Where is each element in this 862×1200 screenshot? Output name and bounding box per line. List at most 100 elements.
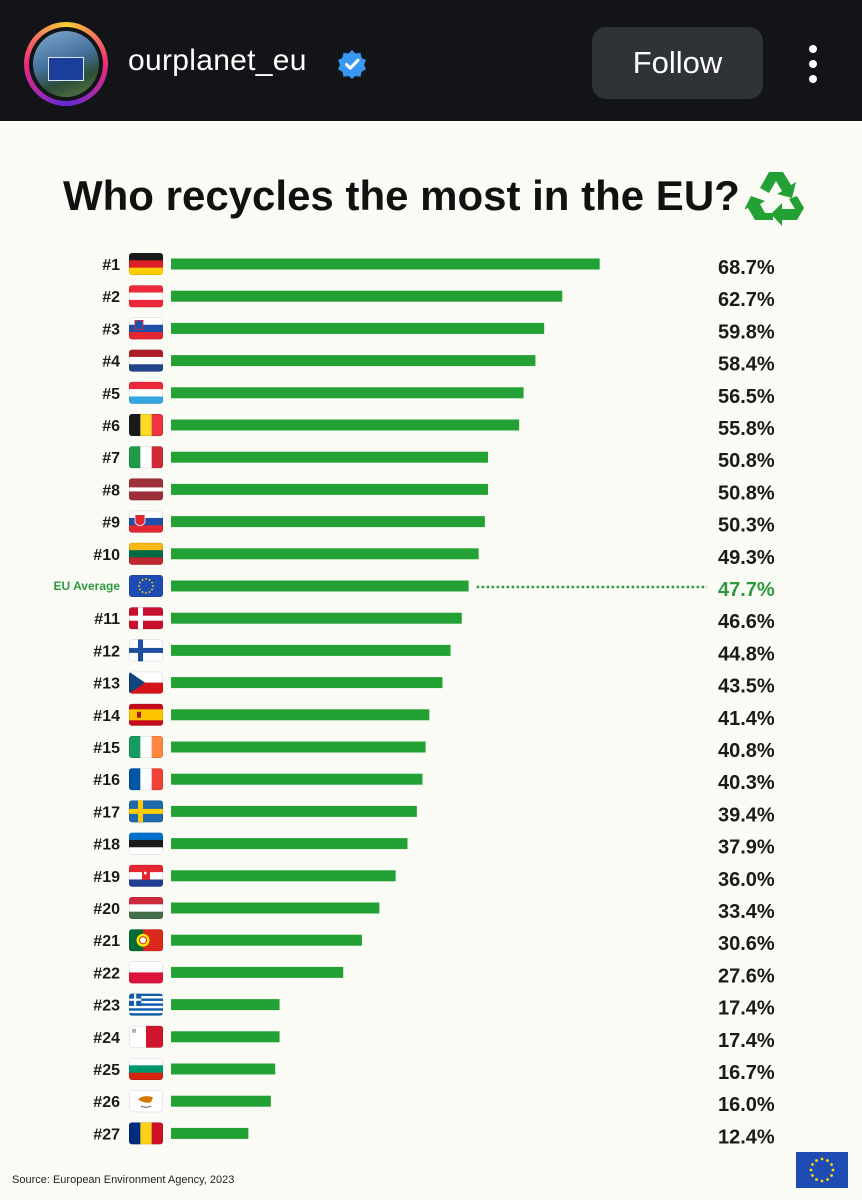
avatar-border	[29, 27, 103, 101]
rank-label: #3	[102, 321, 120, 338]
bar	[171, 355, 536, 367]
eu-logo-star	[809, 1168, 813, 1172]
flag-lt-icon	[129, 542, 164, 565]
source-note: Source: European Environment Agency, 202…	[12, 1174, 235, 1186]
rank-label: #19	[93, 869, 120, 886]
eu-logo-star	[815, 1178, 818, 1181]
rank-label: #6	[102, 418, 120, 435]
value-label: 59.8%	[718, 321, 775, 343]
recycle-icon	[745, 172, 804, 226]
avatar[interactable]	[24, 22, 108, 106]
value-label: 12.4%	[718, 1126, 775, 1148]
eu-logo-star	[826, 1159, 829, 1162]
chart-row-rank-1: #1 68.7%	[102, 253, 775, 279]
chart-row-rank-9: #9 50.3%	[102, 510, 775, 537]
bar	[171, 387, 524, 399]
chart-row-rank-2: #2 62.7%	[102, 285, 775, 311]
value-label: 68.7%	[718, 257, 775, 279]
chart-row-rank-12: #12 44.8%	[93, 639, 775, 665]
verified-badge-icon	[338, 50, 366, 79]
chart-row-rank-27: #27 12.4%	[93, 1122, 775, 1148]
rank-label: EU Average	[54, 579, 121, 593]
username[interactable]: ourplanet_eu	[128, 44, 307, 77]
follow-button[interactable]: Follow	[592, 27, 763, 99]
value-label: 27.6%	[718, 965, 775, 987]
value-label: 33.4%	[718, 901, 775, 923]
rank-label: #22	[93, 965, 120, 982]
chart-row-eu-average: EU Average 47.7%	[54, 574, 775, 601]
bar	[171, 612, 462, 624]
bar	[171, 677, 443, 689]
bar	[171, 1127, 249, 1139]
flag-fi-icon	[129, 639, 164, 662]
chart-row-rank-25: #25 16.7%	[93, 1058, 775, 1084]
value-label: 55.8%	[718, 418, 775, 440]
flag-lv-icon	[129, 478, 164, 501]
eu-logo-star	[811, 1163, 814, 1166]
flag-hu-icon	[129, 896, 164, 919]
value-label: 36.0%	[718, 869, 775, 891]
flag-ie-icon	[129, 735, 164, 758]
flag-sk-icon	[129, 510, 164, 533]
value-label: 40.3%	[718, 772, 775, 794]
value-label: 56.5%	[718, 386, 775, 408]
rank-label: #20	[93, 901, 120, 918]
eu-logo-star	[815, 1159, 818, 1162]
bar	[171, 322, 545, 334]
flag-bg-icon	[129, 1058, 164, 1081]
flag-se-icon	[129, 800, 164, 823]
chart-row-rank-16: #16 40.3%	[93, 768, 775, 794]
rank-label: #17	[93, 804, 120, 821]
value-label: 37.9%	[718, 837, 775, 859]
bar	[171, 999, 280, 1011]
bar	[171, 258, 600, 270]
more-options-icon[interactable]	[800, 40, 826, 88]
bar	[171, 838, 408, 850]
bar	[171, 902, 380, 914]
rank-label: #15	[93, 740, 120, 757]
bar	[171, 1063, 276, 1075]
value-label: 47.7%	[718, 579, 775, 601]
bar	[171, 483, 488, 495]
rank-label: #2	[102, 289, 120, 306]
rank-label: #16	[93, 772, 120, 789]
value-label: 49.3%	[718, 547, 775, 569]
value-label: 50.8%	[718, 450, 775, 472]
value-label: 50.3%	[718, 515, 775, 537]
flag-nl-icon	[129, 349, 164, 372]
chart-row-rank-20: #20 33.4%	[93, 896, 775, 923]
value-label: 58.4%	[718, 354, 775, 376]
eu-logo-star	[830, 1163, 833, 1166]
bar	[171, 451, 488, 463]
flag-at-icon	[129, 285, 164, 308]
value-label: 50.8%	[718, 482, 775, 504]
flag-es-icon	[129, 703, 164, 726]
rank-label: #13	[93, 676, 120, 693]
chart-row-rank-8: #8 50.8%	[102, 478, 775, 504]
flag-si-icon	[129, 317, 164, 340]
eu-logo	[796, 1152, 848, 1188]
rank-label: #7	[102, 450, 120, 467]
value-label: 17.4%	[718, 998, 775, 1020]
chart-title: Who recycles the most in the EU?	[63, 172, 740, 219]
bar	[171, 548, 479, 560]
rank-label: #5	[102, 386, 120, 403]
eu-logo-star	[830, 1174, 833, 1177]
flag-pl-icon	[129, 961, 164, 984]
flag-gr-icon	[129, 993, 164, 1016]
rank-label: #8	[102, 482, 120, 499]
chart-row-rank-3: #3 59.8%	[102, 317, 775, 343]
bar	[171, 934, 362, 946]
post-header: ourplanet_eu Follow	[0, 0, 862, 121]
value-label: 46.6%	[718, 611, 775, 633]
rank-label: #23	[93, 998, 120, 1015]
chart-row-rank-15: #15 40.8%	[93, 735, 775, 762]
rank-label: #18	[93, 837, 120, 854]
rank-label: #1	[102, 257, 120, 274]
value-label: 41.4%	[718, 708, 775, 730]
value-label: 40.8%	[718, 740, 775, 762]
bar	[171, 773, 423, 785]
chart-row-rank-21: #21 30.6%	[93, 929, 775, 955]
rank-label: #24	[93, 1030, 120, 1047]
value-label: 43.5%	[718, 676, 775, 698]
